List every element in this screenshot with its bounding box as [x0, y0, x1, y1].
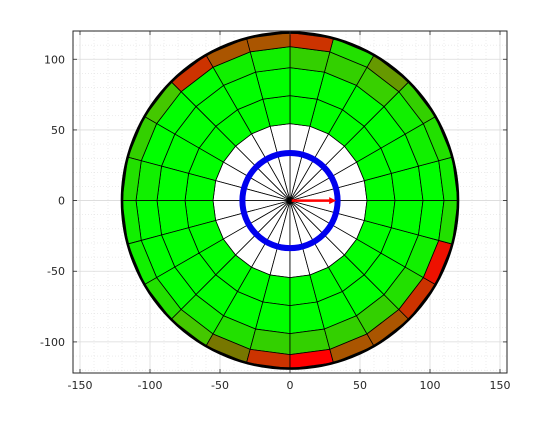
y-tick-label: 50 [51, 124, 65, 137]
sector-cells [120, 31, 460, 370]
x-tick-label: 50 [353, 379, 367, 392]
x-tick-label: -150 [68, 379, 93, 392]
x-tick-label: -100 [138, 379, 163, 392]
y-tick-label: -50 [47, 265, 65, 278]
overlays [239, 149, 341, 252]
x-tick-label: 0 [287, 379, 294, 392]
red-arrow-head [329, 197, 337, 205]
y-tick-label: 0 [58, 195, 65, 208]
x-tick-label: 100 [420, 379, 441, 392]
x-tick-label: -50 [211, 379, 229, 392]
blue-circle [239, 149, 341, 252]
y-tick-label: -100 [40, 336, 65, 349]
axis-ticks: -150 -100 -50 0 50 100 150 -100 -50 0 50 100 [40, 31, 511, 392]
y-tick-label: 100 [44, 53, 65, 66]
origin-dot [288, 198, 292, 203]
x-tick-label: 150 [490, 379, 511, 392]
